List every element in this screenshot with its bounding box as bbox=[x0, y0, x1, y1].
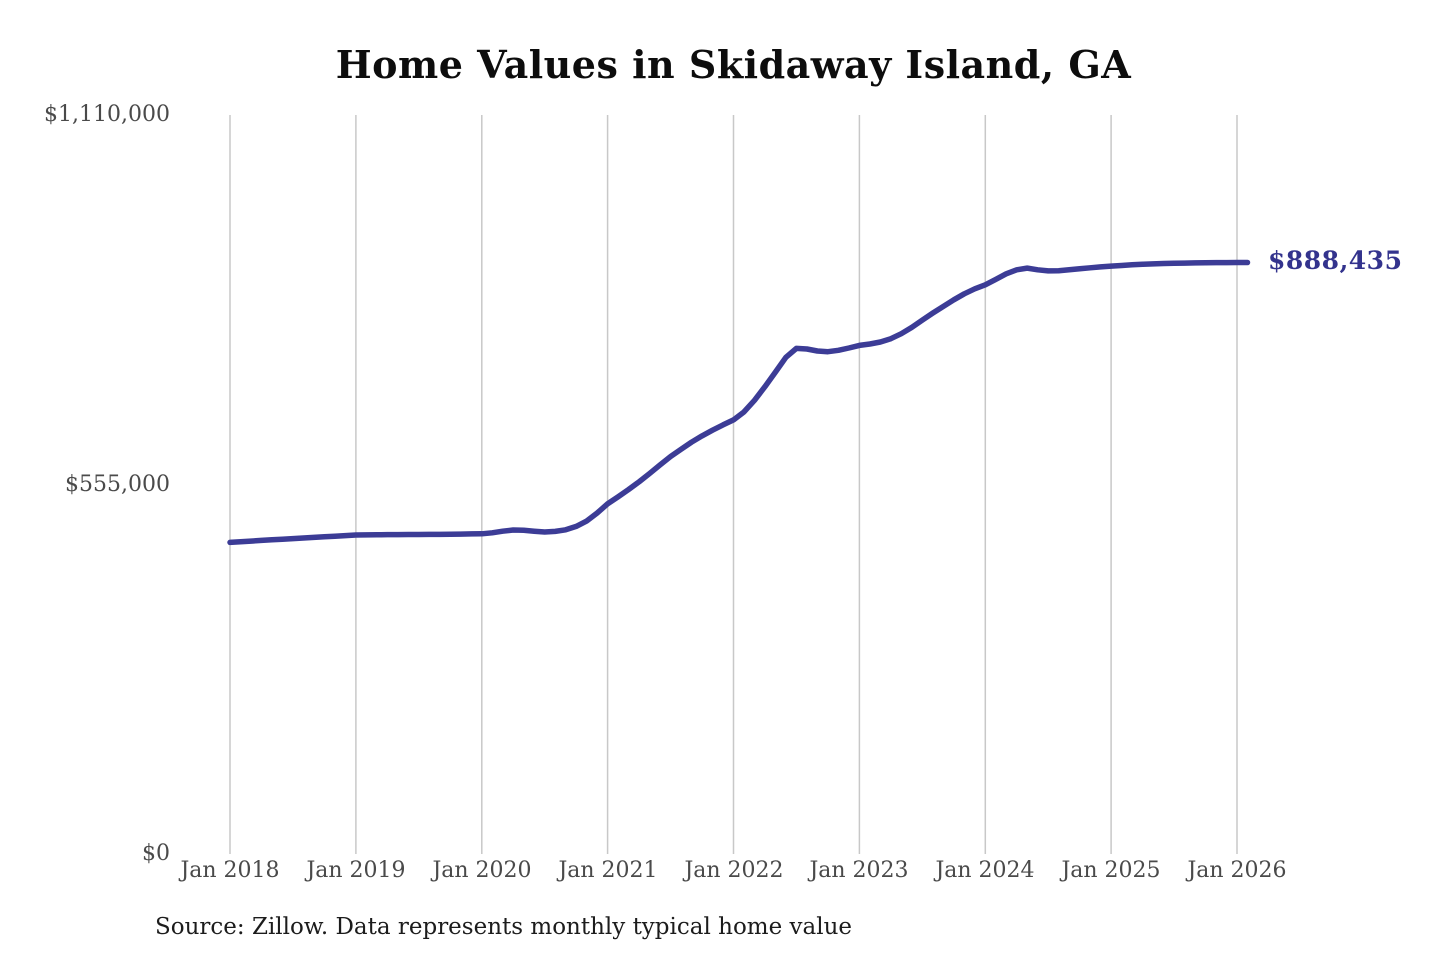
source-note: Source: Zillow. Data represents monthly … bbox=[155, 914, 853, 940]
x-tick-label: Jan 2018 bbox=[180, 858, 280, 883]
x-tick-label: Jan 2023 bbox=[809, 858, 909, 883]
home-value-line bbox=[227, 259, 1251, 546]
x-tick-label: Jan 2025 bbox=[1061, 858, 1161, 883]
x-tick-label: Jan 2020 bbox=[432, 858, 532, 883]
y-tick-label: $555,000 bbox=[65, 472, 170, 497]
x-tick-label: Jan 2019 bbox=[306, 858, 406, 883]
x-tick-label: Jan 2026 bbox=[1187, 858, 1287, 883]
x-tick-label: Jan 2022 bbox=[684, 858, 784, 883]
chart-title: Home Values in Skidaway Island, GA bbox=[335, 42, 1132, 87]
y-tick-label: $1,110,000 bbox=[44, 102, 170, 127]
current-value-label: $888,435 bbox=[1268, 246, 1403, 275]
x-tick-label: Jan 2024 bbox=[935, 858, 1035, 883]
x-tick-label: Jan 2021 bbox=[558, 858, 658, 883]
y-tick-label: $0 bbox=[142, 841, 170, 866]
